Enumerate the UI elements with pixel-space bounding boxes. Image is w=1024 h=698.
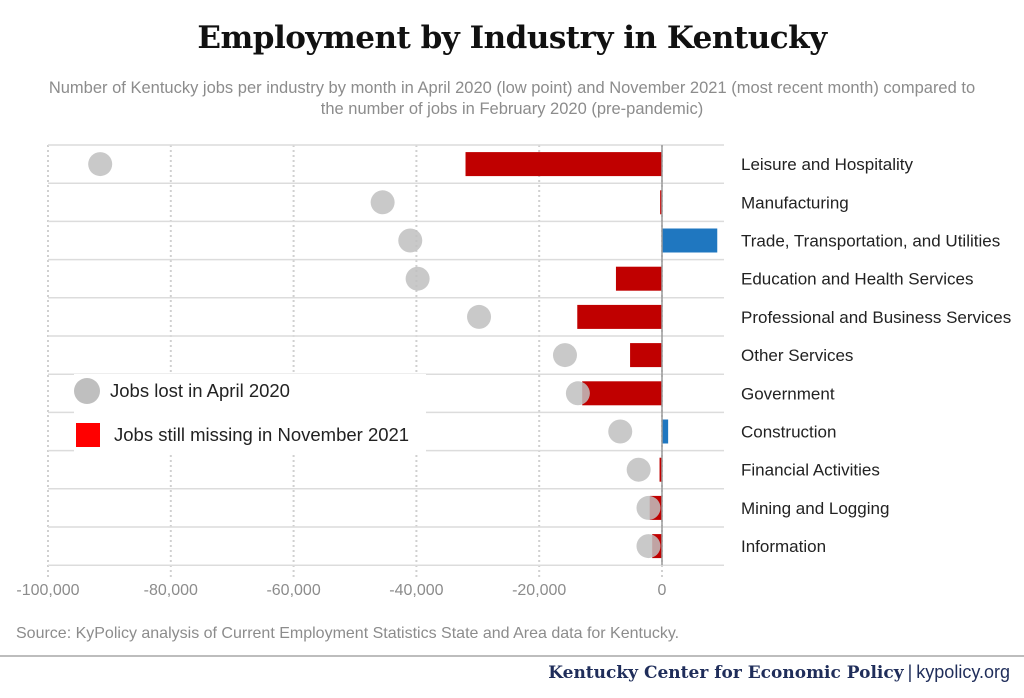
bar — [660, 190, 662, 215]
x-tick-label: 0 — [658, 582, 667, 599]
legend-bar-label: Jobs still missing in November 2021 — [114, 424, 410, 445]
x-tick-label: -80,000 — [144, 582, 198, 599]
footer: Kentucky Center for Economic Policy | kypo… — [548, 662, 1010, 683]
category-label: Education and Health Services — [741, 270, 973, 289]
bar — [577, 304, 662, 329]
category-label: Information — [741, 537, 826, 556]
dot — [405, 266, 430, 291]
dot — [88, 152, 113, 177]
bar — [662, 228, 718, 253]
chart-canvas: -100,000 -80,000 -60,000 -40,000 -20,000 0 Lei… — [16, 144, 1011, 599]
category-label: Financial Activities — [741, 461, 880, 480]
footer-org[interactable]: Kentucky Center for Economic Policy — [548, 663, 904, 683]
category-label: Professional and Business Services — [741, 308, 1011, 327]
dot — [636, 495, 661, 520]
legend-item-dots: Jobs lost in April 2020 — [74, 378, 290, 404]
x-tick-label: -20,000 — [512, 582, 566, 599]
bar — [662, 419, 669, 444]
legend-dot-swatch — [74, 378, 100, 404]
legend: Jobs lost in April 2020 Jobs still missi… — [74, 374, 426, 454]
footer-separator: | — [907, 662, 913, 682]
legend-bar-swatch — [76, 423, 100, 447]
category-label: Leisure and Hospitality — [741, 155, 913, 174]
x-tick-label: -100,000 — [16, 582, 79, 599]
dot — [626, 457, 651, 482]
category-label: Trade, Transportation, and Utilities — [741, 232, 1000, 251]
dot — [370, 190, 395, 215]
category-label: Government — [741, 384, 835, 403]
category-label: Manufacturing — [741, 193, 849, 212]
category-label: Other Services — [741, 346, 853, 365]
bar — [465, 152, 662, 177]
dot — [636, 534, 661, 559]
dot — [608, 419, 633, 444]
footer-divider — [0, 655, 1024, 657]
x-tick-label: -60,000 — [266, 582, 320, 599]
source-note: Source: KyPolicy analysis of Current Emp… — [16, 625, 680, 642]
dot — [565, 381, 590, 406]
dot — [552, 343, 577, 368]
chart-title: Employment by Industry in Kentucky — [197, 20, 827, 56]
legend-dot-label: Jobs lost in April 2020 — [110, 380, 290, 401]
dot — [398, 228, 423, 253]
bar — [659, 457, 662, 482]
legend-item-bars: Jobs still missing in November 2021 — [74, 423, 409, 447]
bar — [615, 266, 662, 291]
footer-site-link[interactable]: kypolicy.org — [916, 662, 1010, 682]
dot — [467, 304, 492, 329]
bar — [582, 381, 662, 406]
x-tick-label: -40,000 — [389, 582, 443, 599]
bar — [630, 343, 662, 368]
chart-subtitle: Number of Kentucky jobs per industry by … — [48, 79, 976, 118]
category-label: Mining and Logging — [741, 499, 889, 518]
category-label: Construction — [741, 423, 836, 442]
